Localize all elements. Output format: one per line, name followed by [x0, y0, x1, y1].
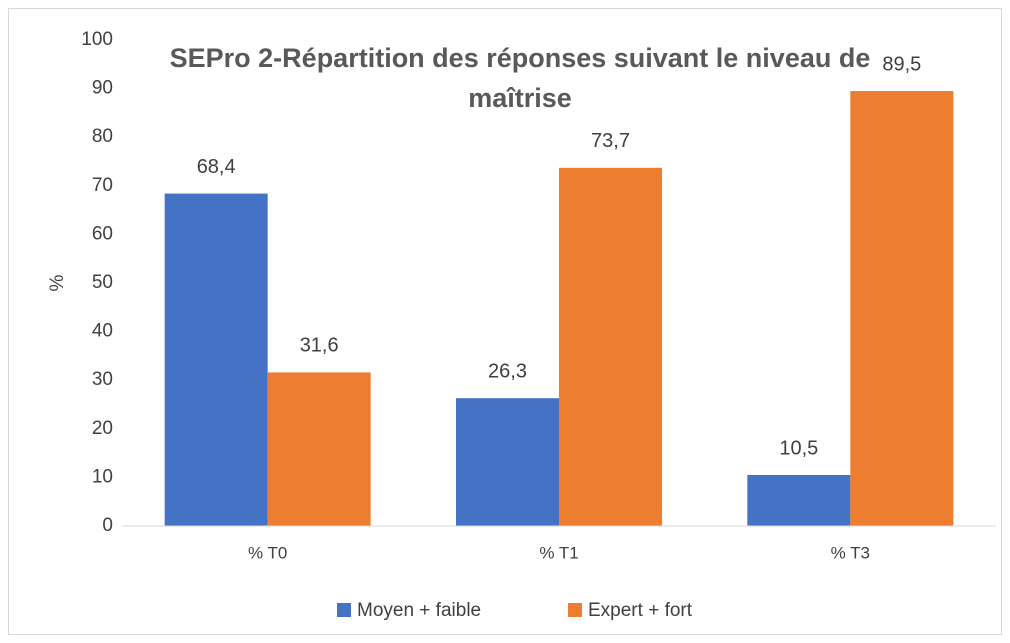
x-tick-label: % T1	[539, 543, 578, 562]
y-tick-label: 100	[81, 29, 113, 50]
bar	[747, 474, 851, 526]
y-tick-label: 90	[92, 78, 113, 99]
value-label: 10,5	[779, 437, 818, 459]
legend-label: Moyen + faible	[357, 600, 481, 621]
y-tick-label: 0	[102, 515, 113, 536]
legend-swatch	[568, 603, 582, 617]
value-label: 26,3	[488, 360, 527, 382]
y-tick-label: 10	[92, 466, 113, 487]
y-tick-label: 80	[92, 126, 113, 147]
legend-swatch	[337, 603, 351, 617]
x-tick-label: % T0	[248, 543, 287, 562]
y-tick-label: 20	[92, 418, 113, 439]
y-axis-label: %	[47, 274, 68, 291]
value-label: 73,7	[591, 130, 630, 152]
y-tick-label: 30	[92, 369, 113, 390]
value-label: 68,4	[197, 156, 236, 178]
bar	[267, 372, 371, 526]
chart-border	[8, 8, 1002, 635]
bar	[164, 193, 268, 527]
value-label: 31,6	[300, 335, 339, 357]
legend-label: Expert + fort	[588, 600, 693, 621]
y-tick-label: 60	[92, 223, 113, 244]
bar	[559, 167, 662, 526]
bar	[850, 91, 954, 526]
value-label: 89,5	[882, 53, 921, 75]
y-tick-label: 40	[92, 321, 113, 342]
bar	[456, 398, 559, 526]
x-tick-label: % T3	[831, 543, 870, 562]
y-tick-label: 50	[92, 272, 113, 293]
y-tick-label: 70	[92, 175, 113, 196]
chart-title: SEPro 2-Répartition des réponses suivant…	[169, 43, 871, 113]
